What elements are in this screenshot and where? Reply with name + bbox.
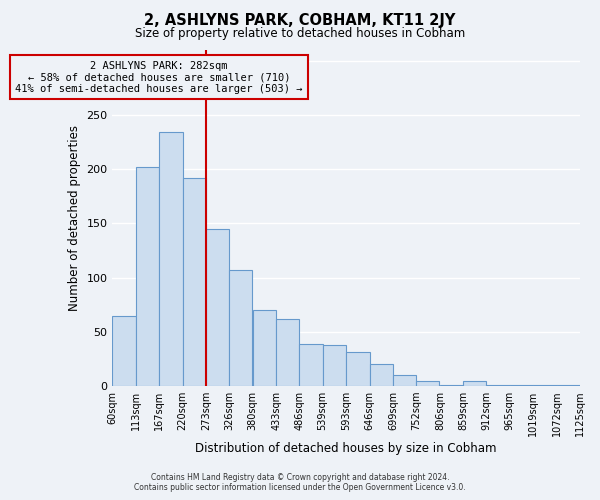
Bar — [533, 385, 557, 386]
X-axis label: Distribution of detached houses by size in Cobham: Distribution of detached houses by size … — [196, 442, 497, 455]
Bar — [159, 132, 182, 386]
Text: 2 ASHLYNS PARK: 282sqm
← 58% of detached houses are smaller (710)
41% of semi-de: 2 ASHLYNS PARK: 282sqm ← 58% of detached… — [15, 60, 303, 94]
Bar — [112, 316, 136, 386]
Y-axis label: Number of detached properties: Number of detached properties — [68, 125, 81, 311]
Bar — [346, 352, 370, 386]
Bar — [416, 380, 439, 386]
Bar — [323, 345, 346, 386]
Bar — [206, 229, 229, 386]
Bar — [253, 310, 276, 386]
Bar — [229, 270, 253, 386]
Bar — [182, 178, 206, 386]
Bar — [440, 385, 463, 386]
Bar — [463, 380, 487, 386]
Bar — [393, 375, 416, 386]
Text: Contains HM Land Registry data © Crown copyright and database right 2024.
Contai: Contains HM Land Registry data © Crown c… — [134, 473, 466, 492]
Bar — [299, 344, 323, 386]
Bar — [276, 319, 299, 386]
Bar — [370, 364, 393, 386]
Bar — [487, 385, 510, 386]
Bar — [510, 385, 533, 386]
Bar — [136, 167, 159, 386]
Text: Size of property relative to detached houses in Cobham: Size of property relative to detached ho… — [135, 28, 465, 40]
Bar — [557, 385, 580, 386]
Text: 2, ASHLYNS PARK, COBHAM, KT11 2JY: 2, ASHLYNS PARK, COBHAM, KT11 2JY — [145, 12, 455, 28]
